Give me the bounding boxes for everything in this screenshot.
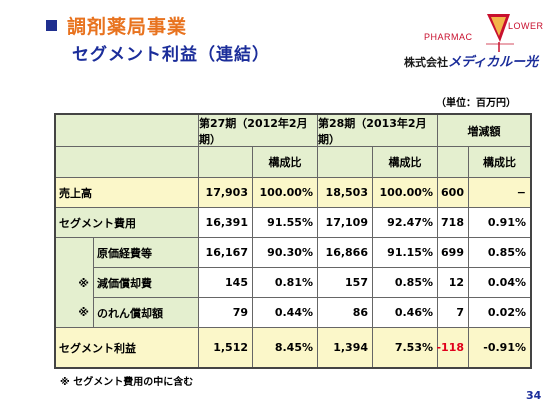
- footnote: ※ セグメント費用の中に含む: [60, 377, 194, 388]
- logo-pharmac-text: PHARMAC: [424, 32, 473, 42]
- ratio-cell: 0.81%: [253, 268, 318, 298]
- page-subtitle: セグメント利益（連結）: [72, 45, 270, 65]
- row-label: セグメント利益: [56, 328, 199, 367]
- unit-label: （単位：百万円）: [436, 98, 516, 109]
- header-blank: [56, 115, 199, 147]
- change-ratio-cell: 0.91%: [469, 208, 530, 238]
- indent-cell: [56, 238, 94, 268]
- company-name: 株式会社メディカルー光: [404, 51, 538, 70]
- header-period1: 第27期（2012年2月期）: [199, 115, 318, 147]
- ratio-cell: 91.55%: [253, 208, 318, 238]
- table-row: セグメント利益 1,512 8.45% 1,394 7.53% -118 -0.…: [56, 328, 530, 367]
- value-cell: 1,512: [199, 328, 253, 367]
- change-cell: -118: [436, 328, 469, 367]
- ratio-cell: 92.47%: [373, 208, 438, 238]
- row-label: セグメント費用: [56, 208, 199, 238]
- table-row: セグメント費用 16,391 91.55% 17,109 92.47% 718 …: [56, 208, 530, 238]
- ratio-cell: 8.45%: [253, 328, 318, 367]
- header-period2: 第28期（2013年2月期）: [318, 115, 438, 147]
- table-subheader-row: 構成比 構成比 構成比: [56, 147, 530, 178]
- value-cell: 79: [199, 298, 253, 328]
- value-cell: 16,167: [199, 238, 253, 268]
- flower-logo-icon: [486, 14, 514, 52]
- value-cell: 1,394: [318, 328, 373, 367]
- ratio-cell: 0.46%: [373, 298, 438, 328]
- change-cell: 7: [438, 298, 469, 328]
- value-cell: 86: [318, 298, 373, 328]
- ratio-cell: 90.30%: [253, 238, 318, 268]
- change-ratio-cell: −: [469, 178, 530, 208]
- subheader-ratio: 構成比: [469, 147, 530, 178]
- value-cell: 16,866: [318, 238, 373, 268]
- table-header-row: 第27期（2012年2月期） 第28期（2013年2月期） 増減額: [56, 115, 530, 147]
- title-bullet: [46, 20, 57, 31]
- value-cell: 18,503: [318, 178, 373, 208]
- row-label: 減価償却費: [94, 268, 199, 298]
- company-brand: メディカルー光: [448, 55, 539, 70]
- ratio-cell: 0.85%: [373, 268, 438, 298]
- change-ratio-cell: 0.85%: [469, 238, 530, 268]
- table-row: 原価経費等 16,167 90.30% 16,866 91.15% 699 0.…: [56, 238, 530, 268]
- segment-profit-table: 第27期（2012年2月期） 第28期（2013年2月期） 増減額 構成比 構成…: [54, 113, 532, 369]
- subheader-blank: [318, 147, 373, 178]
- subheader-blank: [438, 147, 469, 178]
- ratio-cell: 100.00%: [373, 178, 438, 208]
- subheader-blank: [56, 147, 199, 178]
- change-ratio-cell: 0.02%: [469, 298, 530, 328]
- footnote-mark: ※: [56, 268, 94, 298]
- row-label: 原価経費等: [94, 238, 199, 268]
- ratio-cell: 91.15%: [373, 238, 438, 268]
- change-cell: 699: [438, 238, 469, 268]
- ratio-cell: 100.00%: [253, 178, 318, 208]
- change-cell: 12: [438, 268, 469, 298]
- ratio-cell: 0.44%: [253, 298, 318, 328]
- value-cell: 157: [318, 268, 373, 298]
- logo-flower-text: LOWER: [508, 21, 544, 31]
- subheader-ratio: 構成比: [373, 147, 438, 178]
- value-cell: 17,903: [199, 178, 253, 208]
- table-row: ※ 減価償却費 145 0.81% 157 0.85% 12 0.04%: [56, 268, 530, 298]
- subheader-blank: [199, 147, 253, 178]
- company-logo: PHARMAC LOWER 株式会社メディカルー光: [392, 8, 552, 70]
- header-change: 増減額: [438, 115, 530, 147]
- change-ratio-cell: -0.91%: [469, 328, 530, 367]
- change-cell: 718: [438, 208, 469, 238]
- page-title: 調剤薬局事業: [67, 16, 188, 38]
- change-cell: 600: [438, 178, 469, 208]
- value-cell: 17,109: [318, 208, 373, 238]
- table-row: 売上高 17,903 100.00% 18,503 100.00% 600 −: [56, 178, 530, 208]
- page-number: 34: [526, 389, 542, 402]
- ratio-cell: 7.53%: [373, 328, 438, 367]
- row-label: 売上高: [56, 178, 199, 208]
- table-row: ※ のれん償却額 79 0.44% 86 0.46% 7 0.02%: [56, 298, 530, 328]
- value-cell: 16,391: [199, 208, 253, 238]
- company-prefix: 株式会社: [404, 56, 448, 69]
- footnote-mark: ※: [56, 298, 94, 328]
- row-label: のれん償却額: [94, 298, 199, 328]
- value-cell: 145: [199, 268, 253, 298]
- change-ratio-cell: 0.04%: [469, 268, 530, 298]
- subheader-ratio: 構成比: [253, 147, 318, 178]
